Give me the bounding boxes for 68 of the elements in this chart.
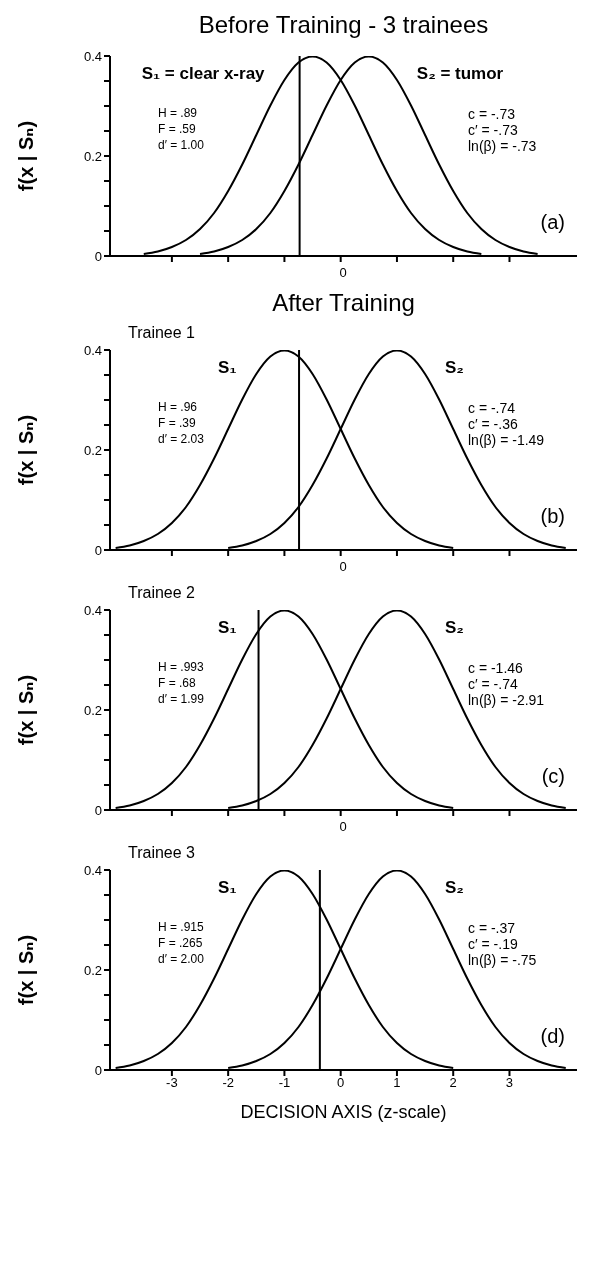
- annotation: c = -.73: [468, 106, 516, 122]
- x-tick-label: 0: [337, 1075, 345, 1091]
- x-tick-label: -1: [278, 1075, 291, 1091]
- annotation: (d): [540, 1025, 565, 1048]
- y-tick-label: 0.2: [83, 148, 102, 164]
- annotation: c′ = -.19: [468, 936, 518, 952]
- annotation: H = .96: [158, 400, 198, 414]
- y-tick-label: 0.2: [83, 442, 102, 458]
- annotation: (c): [541, 765, 565, 788]
- annotation: ln(β) = -.75: [468, 952, 537, 968]
- chart-title: After Training: [271, 288, 416, 318]
- y-tick-label: 0.4: [83, 602, 102, 618]
- annotation: c = -.37: [468, 920, 516, 936]
- annotation: F = .68: [158, 676, 196, 690]
- annotation: ln(β) = -1.49: [468, 432, 545, 448]
- annotation: c = -1.46: [468, 660, 523, 676]
- annotation: d′ = 1.00: [158, 138, 204, 152]
- y-tick-label: 0.4: [83, 342, 102, 358]
- y-tick-label: 0: [94, 542, 102, 558]
- series-label: S₁: [218, 617, 237, 638]
- annotation: F = .265: [158, 936, 203, 950]
- chart-subtitle: Trainee 3: [128, 844, 195, 862]
- chart-title: Before Training - 3 trainees: [197, 10, 490, 40]
- y-tick-label: 0: [94, 802, 102, 818]
- x-tick-label: 2: [449, 1075, 457, 1091]
- series-label: S₂: [444, 877, 464, 898]
- annotation: (b): [540, 505, 565, 528]
- y-tick-label: 0.4: [83, 862, 102, 878]
- series-label: S₁: [218, 357, 237, 378]
- text: 0: [339, 265, 347, 280]
- y-axis-title: f(x | Sₙ): [15, 934, 38, 1006]
- y-tick-label: 0.4: [83, 48, 102, 64]
- text: 0: [339, 819, 347, 834]
- x-tick-label: -3: [166, 1075, 178, 1091]
- annotation: ln(β) = -2.91: [468, 692, 545, 708]
- text: 0: [339, 559, 347, 574]
- y-tick-label: 0.2: [83, 702, 102, 718]
- x-tick-label: 3: [505, 1075, 514, 1091]
- annotation: d′ = 2.03: [158, 432, 204, 446]
- annotation: H = .89: [158, 106, 198, 120]
- annotation: c′ = -.74: [468, 676, 518, 692]
- annotation: d′ = 2.00: [158, 952, 204, 966]
- annotation: c = -.74: [468, 400, 516, 416]
- y-tick-label: 0.2: [83, 962, 102, 978]
- x-tick-label: -2: [222, 1075, 234, 1091]
- y-axis-title: f(x | Sₙ): [15, 414, 38, 486]
- chart-subtitle: Trainee 1: [128, 324, 195, 342]
- annotation: c′ = -.73: [468, 122, 518, 138]
- annotation: H = .993: [158, 660, 204, 674]
- series-label: S₂: [444, 357, 464, 378]
- series-label: S₂: [444, 617, 464, 638]
- annotation: ln(β) = -.73: [468, 138, 537, 154]
- y-axis-title: f(x | Sₙ): [15, 120, 38, 192]
- annotation: c′ = -.36: [468, 416, 518, 432]
- series-label: S₂ = tumor: [416, 63, 504, 84]
- y-tick-label: 0: [94, 1062, 102, 1078]
- y-tick-label: 0: [94, 248, 102, 264]
- annotation: (a): [540, 211, 565, 234]
- chart-subtitle: Trainee 2: [128, 584, 195, 602]
- x-tick-label: 1: [393, 1075, 401, 1091]
- y-axis-title: f(x | Sₙ): [15, 674, 38, 746]
- series-label: S₁ = clear x-ray: [141, 63, 265, 84]
- annotation: d′ = 1.99: [158, 692, 204, 706]
- series-label: S₁: [218, 877, 237, 898]
- annotation: F = .39: [158, 416, 196, 430]
- x-axis-title: DECISION AXIS (z-scale): [239, 1102, 448, 1123]
- annotation: F = .59: [158, 122, 196, 136]
- annotation: H = .915: [158, 920, 204, 934]
